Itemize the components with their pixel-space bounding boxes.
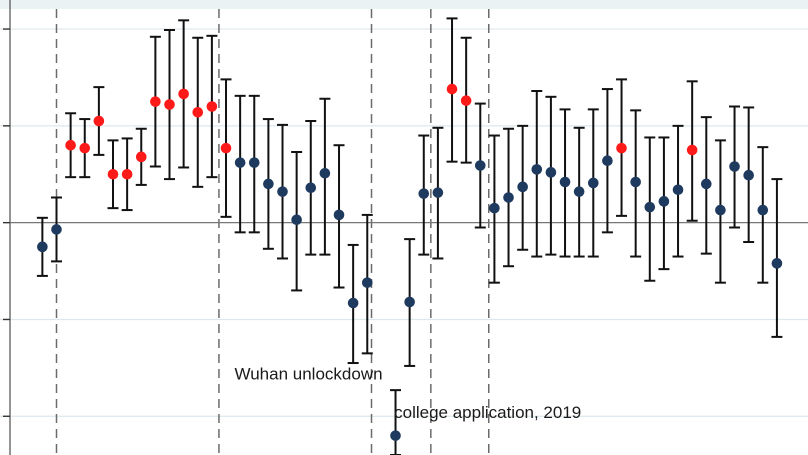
point-estimate (418, 188, 430, 199)
y-axis (3, 0, 11, 455)
point-estimate (729, 161, 740, 172)
error-bar (390, 389, 402, 455)
point-significant (460, 95, 472, 106)
point-estimate (715, 204, 726, 216)
point-estimate (234, 157, 246, 168)
point-significant (93, 115, 105, 127)
point-significant (65, 139, 76, 151)
point-estimate (700, 178, 712, 190)
point-estimate (474, 160, 486, 171)
point-estimate (277, 186, 288, 197)
point-estimate (291, 214, 302, 226)
point-estimate (263, 178, 274, 190)
error-bar (771, 178, 783, 338)
point-estimate (361, 277, 373, 288)
grid-layer (0, 28, 808, 417)
annotation-wuhan-unlockdown: Wuhan unlockdown (234, 364, 382, 383)
point-significant (192, 106, 204, 118)
point-estimate (347, 297, 359, 309)
point-estimate (559, 176, 571, 188)
point-significant (150, 96, 161, 107)
point-significant (220, 142, 232, 154)
point-significant (135, 151, 147, 163)
point-significant (121, 168, 133, 180)
point-estimate (644, 201, 656, 213)
point-estimate (432, 187, 444, 198)
point-significant (446, 83, 458, 95)
point-estimate (630, 176, 641, 188)
chart-top-strip (0, 0, 808, 9)
point-significant (107, 168, 119, 180)
point-estimate (404, 296, 415, 308)
point-estimate (390, 430, 401, 441)
point-estimate (587, 177, 599, 189)
point-estimate (602, 155, 613, 167)
point-significant (178, 88, 189, 100)
point-estimates (37, 83, 783, 441)
point-estimate (757, 204, 769, 216)
point-estimate (503, 192, 514, 203)
point-estimate (658, 196, 670, 207)
point-estimate (37, 241, 48, 253)
point-estimate (531, 164, 543, 175)
point-estimate (573, 186, 585, 197)
point-estimate (305, 182, 317, 194)
point-significant (164, 99, 175, 110)
point-estimate (333, 209, 345, 221)
point-estimate (489, 202, 500, 214)
point-significant (79, 142, 91, 154)
annotations: Wuhan unlockdown college application, 20… (234, 364, 581, 422)
point-estimate (672, 184, 684, 196)
point-estimate (248, 157, 260, 168)
point-estimate (517, 181, 528, 193)
point-estimate (743, 169, 754, 181)
point-significant (616, 142, 627, 154)
point-significant (206, 101, 218, 112)
point-estimate (545, 167, 557, 178)
annotation-college-application: college application, 2019 (394, 403, 581, 422)
point-estimate (51, 224, 62, 235)
point-estimate (771, 258, 783, 269)
point-significant (686, 144, 698, 156)
point-estimate (319, 167, 331, 179)
